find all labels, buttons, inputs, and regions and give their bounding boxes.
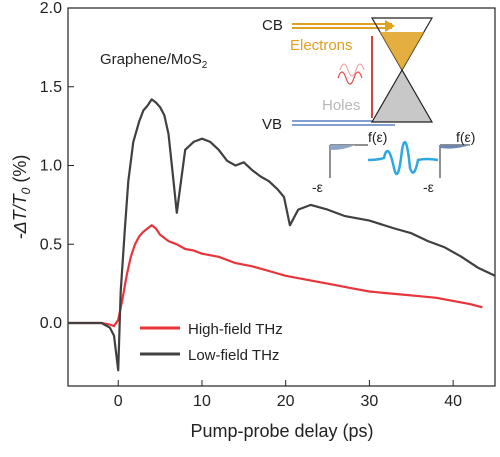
holes-label: Holes — [322, 97, 360, 114]
y-tick-label: 1.5 — [40, 79, 62, 96]
y-tick-label: 0.5 — [40, 236, 62, 253]
x-tick-label: 0 — [114, 393, 123, 410]
x-axis-label: Pump-probe delay (ps) — [190, 421, 373, 441]
y-tick-label: 1.0 — [40, 158, 62, 175]
y-axis-label-unit: (%) — [10, 155, 30, 188]
pump-pulse-icon-2 — [339, 63, 365, 77]
thz-pulse-icon — [367, 140, 439, 176]
y-axis-ticks: 0.0 0.5 1.0 1.5 2.0 — [40, 0, 74, 332]
x-tick-label: 40 — [444, 393, 462, 410]
legend-label-low-field: Low-field THz — [188, 347, 279, 364]
lower-cone — [370, 68, 434, 123]
eps-label-right: -ε — [423, 179, 434, 195]
series-line-low-field — [68, 98, 496, 372]
plot-frame — [67, 7, 496, 387]
pump-pulse-icon — [337, 71, 363, 85]
cb-arrow-icon — [385, 20, 395, 32]
legend: High-field THz Low-field THz — [140, 321, 283, 364]
f-right-fill — [440, 145, 470, 178]
vb-label: VB — [262, 116, 282, 133]
x-tick-label: 10 — [193, 393, 211, 410]
electron-fill — [380, 32, 424, 70]
y-axis-label: -ΔT/T0 (%) — [10, 155, 33, 240]
legend-label-high-field: High-field THz — [188, 321, 283, 338]
series-line-high-field — [68, 224, 483, 328]
y-axis-label-main: -ΔT/T — [10, 192, 30, 239]
electrons-label: Electrons — [290, 37, 353, 54]
y-tick-label: 2.0 — [40, 0, 62, 17]
y-tick-label: 0.0 — [40, 315, 62, 332]
f-label-left: f(ε) — [368, 129, 387, 145]
cb-label: CB — [262, 17, 283, 34]
y-axis-label-sub: 0 — [19, 187, 33, 194]
eps-label-left: -ε — [312, 179, 323, 195]
band-diagram-inset: CB VB Electrons Holes f(ε) -ε f(ε) -ε — [262, 17, 475, 195]
sample-annotation-main: Graphene/MoS — [100, 51, 202, 68]
sample-annotation: Graphene/MoS2 — [100, 51, 208, 71]
x-tick-label: 30 — [361, 393, 379, 410]
sample-annotation-sub: 2 — [202, 60, 208, 71]
x-axis-ticks: 0 10 20 30 40 — [114, 380, 462, 410]
f-label-right: f(ε) — [456, 129, 475, 145]
x-tick-label: 20 — [277, 393, 295, 410]
series-layer — [68, 98, 496, 372]
f-left-fill — [330, 145, 355, 178]
